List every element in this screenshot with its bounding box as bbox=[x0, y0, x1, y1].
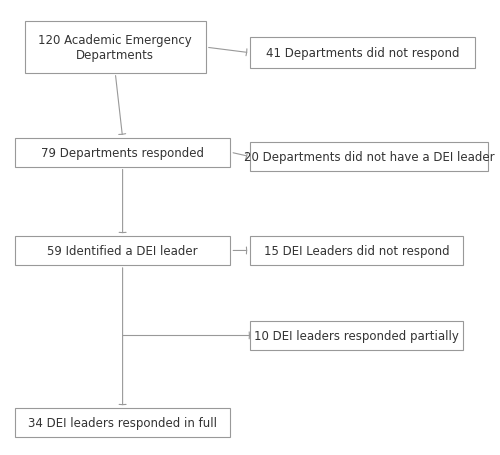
FancyBboxPatch shape bbox=[250, 38, 476, 69]
Text: 120 Academic Emergency
Departments: 120 Academic Emergency Departments bbox=[38, 34, 192, 62]
Text: 20 Departments did not have a DEI leader: 20 Departments did not have a DEI leader bbox=[244, 151, 494, 164]
Text: 79 Departments responded: 79 Departments responded bbox=[41, 147, 204, 159]
Text: 10 DEI leaders responded partially: 10 DEI leaders responded partially bbox=[254, 329, 459, 342]
Text: 41 Departments did not respond: 41 Departments did not respond bbox=[266, 47, 460, 60]
FancyBboxPatch shape bbox=[24, 22, 206, 74]
FancyBboxPatch shape bbox=[250, 321, 463, 350]
FancyBboxPatch shape bbox=[15, 237, 231, 265]
Text: 34 DEI leaders responded in full: 34 DEI leaders responded in full bbox=[28, 416, 217, 429]
FancyBboxPatch shape bbox=[15, 408, 231, 437]
FancyBboxPatch shape bbox=[15, 138, 231, 167]
FancyBboxPatch shape bbox=[250, 143, 488, 172]
FancyBboxPatch shape bbox=[250, 237, 463, 265]
Text: 59 Identified a DEI leader: 59 Identified a DEI leader bbox=[48, 244, 198, 258]
Text: 15 DEI Leaders did not respond: 15 DEI Leaders did not respond bbox=[264, 244, 450, 258]
